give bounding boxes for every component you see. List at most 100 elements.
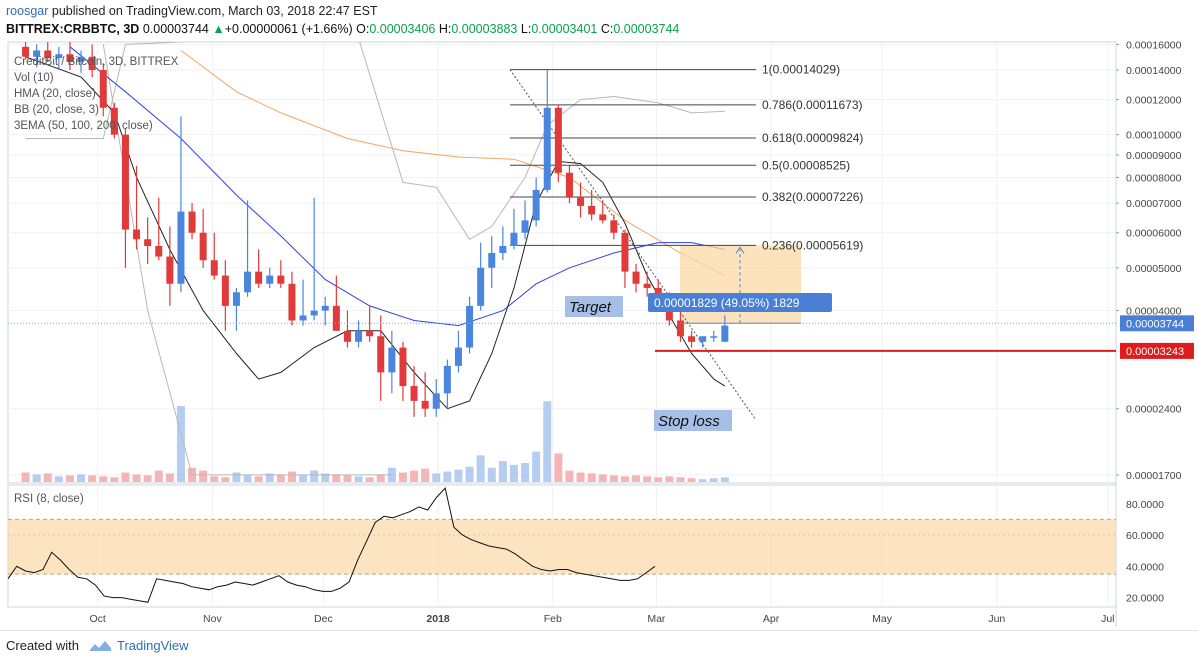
volume-bar (343, 475, 352, 482)
last-price-tag-text: 0.00003744 (1126, 318, 1184, 330)
price-tick-label: 0.00008000 (1126, 172, 1182, 184)
volume-bar (598, 474, 607, 482)
volume-bar (65, 475, 74, 482)
candle-body (599, 214, 607, 221)
candle-body (199, 232, 207, 261)
volume-bar (676, 477, 685, 482)
indicator-label: BB (20, close, 3) (14, 104, 99, 116)
price-tick-label: 0.00012000 (1126, 95, 1182, 107)
price-tick-label: 0.00016000 (1126, 39, 1182, 51)
close-label: C: (600, 22, 614, 36)
volume-bar (643, 476, 652, 482)
volume-bar (143, 475, 152, 482)
tradingview-logo-icon (89, 641, 111, 651)
candle-body (155, 245, 163, 257)
footer: Created with TradingView (0, 630, 1198, 664)
volume-bar (443, 471, 452, 482)
high-label: H: (438, 22, 452, 36)
candle-body (588, 205, 596, 215)
fib-label-0-236: 0.236(0.00005619) (762, 238, 863, 252)
volume-bar (154, 470, 163, 482)
bb-lower-line (102, 44, 392, 476)
open-value: 0.00003406 (369, 22, 436, 36)
candle-body (332, 305, 340, 331)
volume-bar (476, 455, 485, 482)
candle-body (343, 330, 351, 342)
stop-loss-label-box[interactable] (654, 410, 732, 431)
rsi-tick-label: 40.0000 (1126, 561, 1164, 573)
fib-label-0-618: 0.618(0.00009824) (762, 131, 863, 145)
chart-canvas[interactable]: 1(0.00014029) 0.786(0.00011673) 0.618(0.00… (0, 0, 1198, 630)
last-price-tag (1120, 315, 1194, 332)
publish-line: roosgar published on TradingView.com, Ma… (6, 3, 378, 19)
candle-body (77, 56, 85, 62)
price-tick-label: 0.00014000 (1126, 65, 1182, 77)
volume-bar (110, 477, 119, 482)
time-tick-label: Apr (763, 613, 780, 625)
candle-body (210, 260, 218, 276)
candle-body (454, 347, 462, 366)
candle-body (488, 252, 496, 268)
candle-body (432, 393, 440, 409)
candle-body (133, 229, 141, 240)
candle-body (121, 134, 129, 230)
volume-bar (532, 451, 541, 482)
time-tick-label: 2018 (426, 613, 450, 625)
target-label-box[interactable] (565, 296, 623, 317)
low-label: L: (520, 22, 532, 36)
rsi-title: RSI (8, close) (14, 493, 84, 505)
candle-body (355, 330, 363, 342)
candle-body (299, 315, 307, 321)
candle-body (288, 283, 296, 321)
price-tick-label: 0.00002400 (1126, 404, 1182, 416)
volume-bar (720, 477, 729, 482)
candle-body (410, 386, 418, 401)
volume-bar (221, 477, 230, 482)
rsi-line[interactable] (8, 487, 656, 603)
volume-bar (210, 476, 219, 482)
rsi-tick-label: 20.0000 (1126, 593, 1164, 605)
volume-bar (99, 476, 108, 482)
fib-label-0-382: 0.382(0.00007226) (762, 190, 863, 204)
candle-body (255, 271, 263, 284)
price-plot: 1(0.00014029) 0.786(0.00011673) 0.618(0.00… (8, 42, 1116, 483)
price-tick-label: 0.00005000 (1126, 263, 1182, 275)
tradingview-brand-link[interactable]: TradingView (117, 638, 189, 653)
volume-bar (698, 479, 707, 482)
candle-body (721, 325, 729, 342)
candle-body (377, 336, 385, 373)
candle-body (388, 347, 396, 373)
candle-body (221, 275, 229, 306)
close-value: 0.00003744 (613, 22, 680, 36)
rsi-tick-label: 80.0000 (1126, 499, 1164, 511)
price-tick-label: 0.00004000 (1126, 306, 1182, 318)
volume-bar (299, 475, 308, 482)
volume-bar (254, 476, 263, 482)
candle-body (55, 54, 63, 59)
candle-body (532, 189, 540, 221)
candle-body (244, 271, 252, 293)
author-link[interactable]: roosgar (6, 4, 49, 18)
price-tick-label: 0.00010000 (1126, 130, 1182, 142)
volume-bar (432, 473, 441, 482)
candle-body (88, 56, 96, 71)
fib-label-0-786: 0.786(0.00011673) (762, 98, 863, 112)
price-pane[interactable] (7, 41, 1117, 484)
low-value: 0.00003401 (531, 22, 598, 36)
volume-bar (454, 469, 463, 482)
measure-tooltip-box[interactable] (648, 293, 832, 312)
chart-title-label: CreditBit / Bitcoin, 3D, BITTREX (14, 56, 179, 68)
fib-trend-line (509, 69, 757, 421)
volume-bar (609, 475, 618, 482)
volume-bar (543, 401, 552, 482)
rsi-plot (8, 485, 1116, 607)
candle-body (277, 275, 285, 284)
change-value: +0.00000061 (+1.66%) (224, 22, 353, 36)
volume-bar (332, 474, 341, 482)
time-tick-label: Oct (90, 613, 106, 625)
volume-bar (88, 475, 97, 482)
measure-tooltip-text: 0.00001829 (49.05%) 1829 (654, 296, 800, 310)
rsi-band (8, 519, 1116, 575)
change-arrow-icon: ▲ (212, 22, 225, 36)
open-label: O: (356, 22, 370, 36)
